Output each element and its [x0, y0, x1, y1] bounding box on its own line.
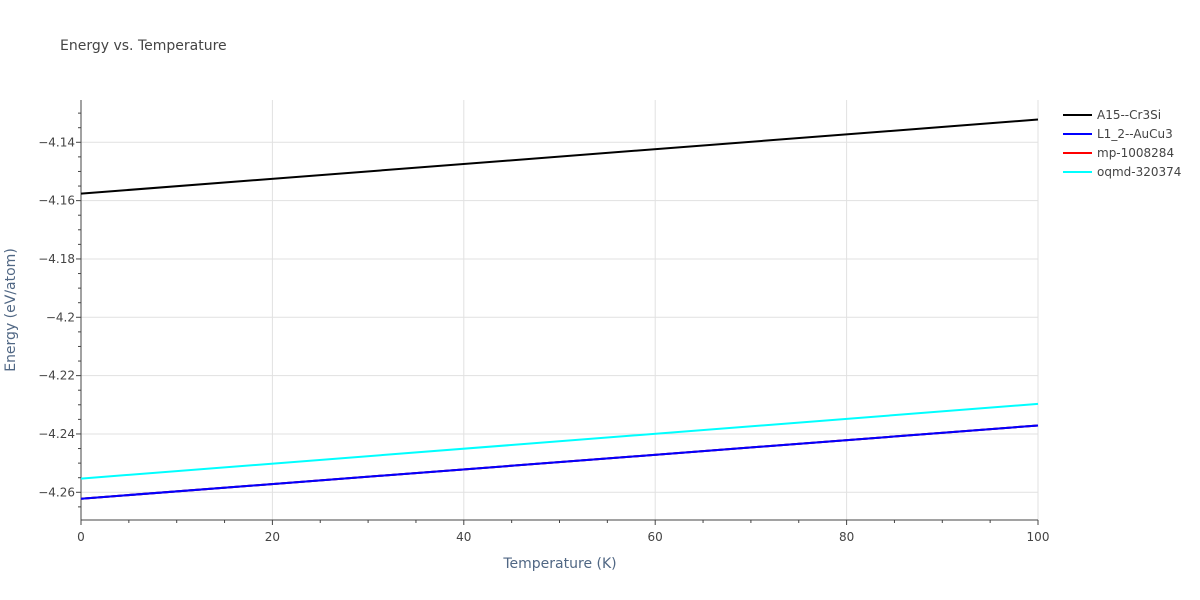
x-tick-label: 0 [77, 530, 85, 544]
grid [81, 100, 1039, 520]
series-line-overlay [80, 424, 1039, 500]
legend: A15--Cr3Si L1_2--AuCu3 mp-1008284 oqmd-3203… [1063, 108, 1181, 179]
chart-title: Energy vs. Temperature [60, 38, 227, 54]
x-tick-label: 60 [648, 530, 663, 544]
y-axis-title: Energy (eV/atom) [3, 248, 19, 372]
y-tick-label: −4.18 [38, 252, 75, 266]
x-tick-label: 40 [456, 530, 471, 544]
series-line-oqmd-320374 [80, 402, 1039, 480]
legend-label: oqmd-320374 [1097, 165, 1181, 179]
y-tick-label: −4.24 [38, 427, 75, 441]
x-axis-title: Temperature (K) [502, 556, 616, 572]
tick-labels: 0 20 40 60 80 100 −4.14 −4.16 −4.18 −4.2 −4.22 −4.2… [38, 135, 1049, 544]
legend-label: mp-1008284 [1097, 146, 1174, 160]
y-tick-label: −4.26 [38, 485, 75, 499]
y-tick-label: −4.14 [38, 135, 75, 149]
x-tick-label: 80 [839, 530, 854, 544]
legend-label: L1_2--AuCu3 [1097, 127, 1173, 141]
legend-label: A15--Cr3Si [1097, 108, 1161, 122]
y-tick-label: −4.22 [38, 369, 75, 383]
plot-area [80, 118, 1039, 500]
y-tick-label: −4.16 [38, 194, 75, 208]
x-tick-label: 20 [265, 530, 280, 544]
y-tick-label: −4.2 [46, 310, 75, 324]
series-line-A15--Cr3Si [80, 118, 1039, 195]
axes [76, 100, 1039, 525]
x-tick-label: 100 [1027, 530, 1050, 544]
